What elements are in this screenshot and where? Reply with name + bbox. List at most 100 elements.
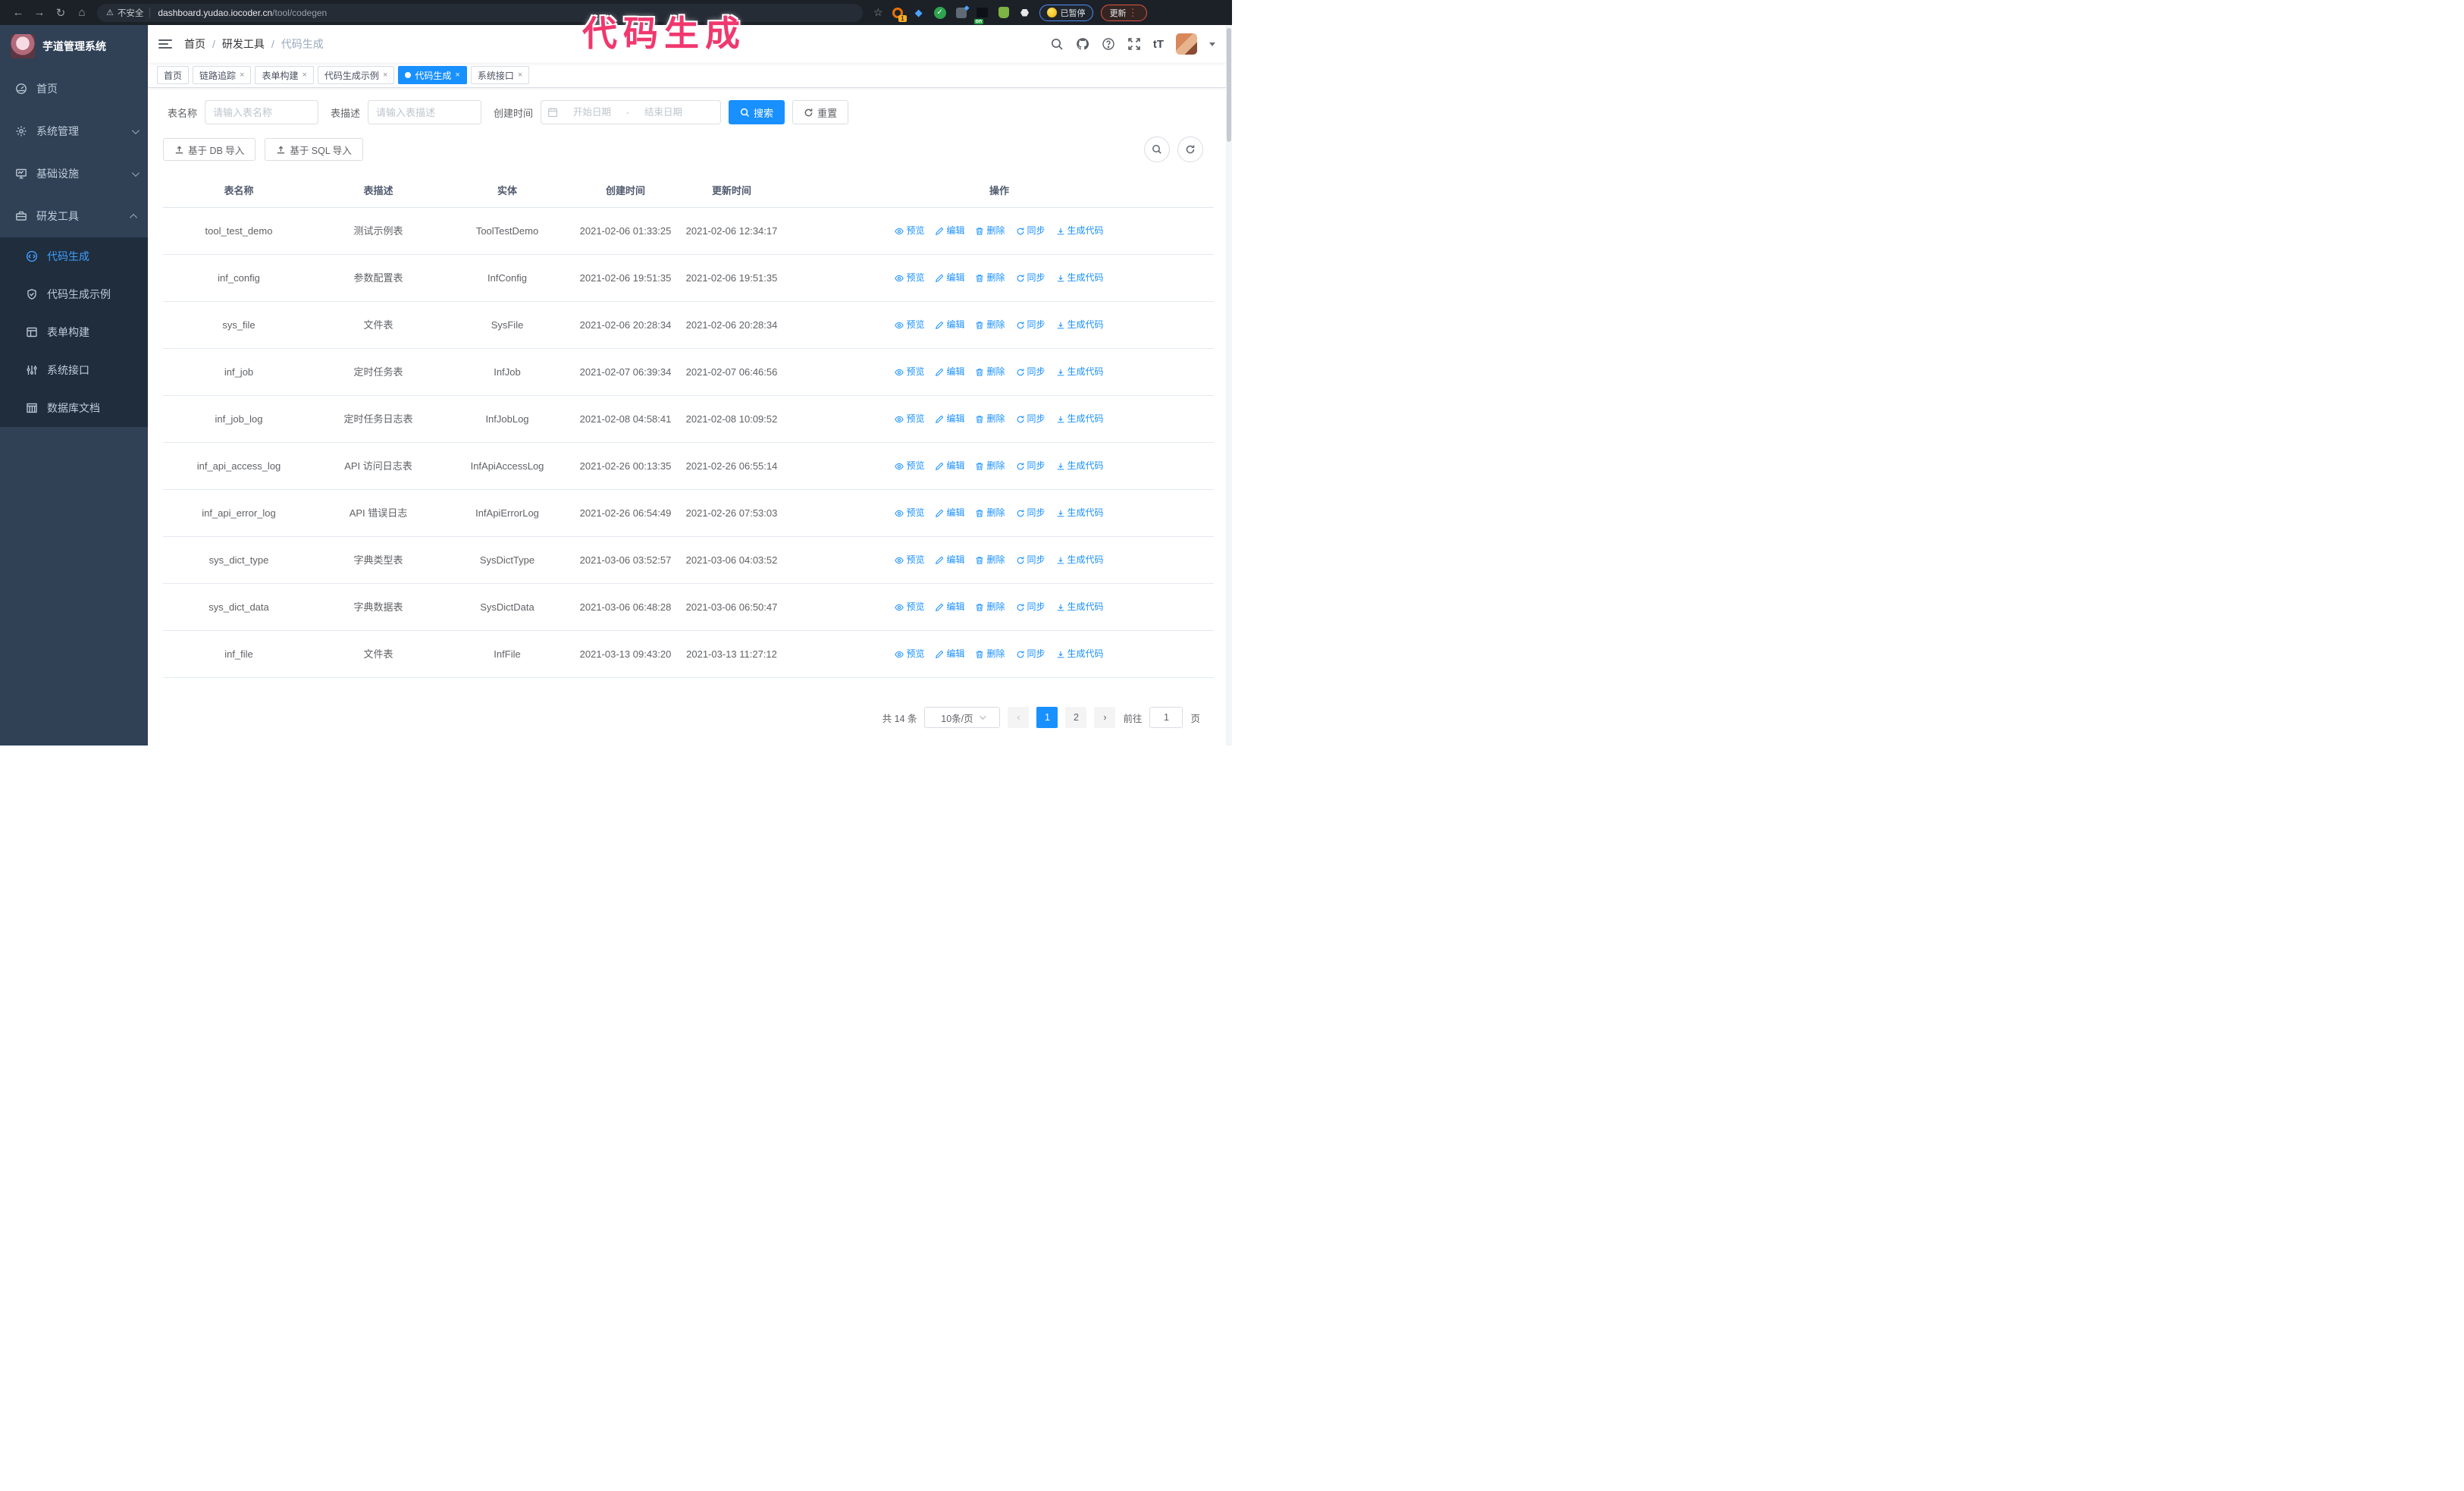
search-button[interactable]: 搜索: [729, 100, 785, 124]
preview-link[interactable]: 预览: [895, 647, 924, 661]
submenu-item-codegen[interactable]: 代码生成: [0, 237, 148, 275]
preview-link[interactable]: 预览: [895, 224, 924, 238]
address-bar[interactable]: ⚠ 不安全 dashboard.yudao.iocoder.cn/tool/co…: [97, 3, 863, 22]
sync-link[interactable]: 同步: [1016, 318, 1045, 332]
reload-icon[interactable]: ↻: [55, 6, 66, 20]
generate-code-link[interactable]: 生成代码: [1056, 224, 1104, 238]
generate-code-link[interactable]: 生成代码: [1056, 365, 1104, 379]
generate-code-link[interactable]: 生成代码: [1056, 600, 1104, 614]
generate-code-link[interactable]: 生成代码: [1056, 647, 1104, 661]
edit-link[interactable]: 编辑: [935, 318, 964, 332]
page-size-select[interactable]: 10条/页: [924, 707, 1001, 728]
preview-link[interactable]: 预览: [895, 365, 924, 379]
goto-page-input[interactable]: [1149, 707, 1183, 728]
user-avatar[interactable]: [1176, 33, 1197, 55]
edit-link[interactable]: 编辑: [935, 224, 964, 238]
delete-link[interactable]: 删除: [975, 224, 1005, 238]
table-desc-input[interactable]: [368, 100, 482, 124]
preview-link[interactable]: 预览: [895, 318, 924, 332]
tab-tracing[interactable]: 链路追踪 ×: [193, 66, 252, 84]
submenu-item-codegen-demo[interactable]: 代码生成示例: [0, 275, 148, 313]
edit-link[interactable]: 编辑: [935, 553, 964, 567]
close-icon[interactable]: ×: [302, 71, 307, 80]
sidebar-item-home[interactable]: 首页: [0, 67, 148, 110]
delete-link[interactable]: 删除: [975, 412, 1005, 426]
delete-link[interactable]: 删除: [975, 365, 1005, 379]
edit-link[interactable]: 编辑: [935, 459, 964, 473]
preview-link[interactable]: 预览: [895, 600, 924, 614]
submenu-item-form-builder[interactable]: 表单构建: [0, 313, 148, 351]
generate-code-link[interactable]: 生成代码: [1056, 553, 1104, 567]
refresh-table-button[interactable]: [1177, 137, 1203, 162]
delete-link[interactable]: 删除: [975, 459, 1005, 473]
sync-link[interactable]: 同步: [1016, 459, 1045, 473]
sidebar-item-devtools[interactable]: 研发工具: [0, 195, 148, 237]
close-icon[interactable]: ×: [517, 71, 523, 80]
extension-dark-icon[interactable]: on: [973, 6, 989, 24]
profile-paused-badge[interactable]: 已暂停: [1039, 4, 1093, 21]
extension-grid-icon[interactable]: [955, 4, 970, 20]
hamburger-icon[interactable]: [158, 39, 172, 49]
security-label[interactable]: 不安全: [117, 8, 144, 18]
preview-link[interactable]: 预览: [895, 506, 924, 520]
window-scrollbar[interactable]: [1226, 25, 1232, 746]
submenu-item-api[interactable]: 系统接口: [0, 351, 148, 389]
generate-code-link[interactable]: 生成代码: [1056, 459, 1104, 473]
close-icon[interactable]: ×: [382, 71, 388, 80]
github-icon[interactable]: [1076, 37, 1089, 51]
sync-link[interactable]: 同步: [1016, 365, 1045, 379]
search-icon[interactable]: [1050, 37, 1064, 51]
preview-link[interactable]: 预览: [895, 553, 924, 567]
sidebar-item-system[interactable]: 系统管理: [0, 110, 148, 152]
bookmark-star-icon[interactable]: ☆: [873, 6, 883, 18]
preview-link[interactable]: 预览: [895, 271, 924, 285]
edit-link[interactable]: 编辑: [935, 365, 964, 379]
edit-link[interactable]: 编辑: [935, 600, 964, 614]
page-button-1[interactable]: 1: [1036, 707, 1058, 728]
extension-orange-icon[interactable]: 1: [891, 6, 907, 22]
preview-link[interactable]: 预览: [895, 459, 924, 473]
sync-link[interactable]: 同步: [1016, 506, 1045, 520]
extension-check-icon[interactable]: ✓: [933, 6, 947, 20]
next-page-button[interactable]: ›: [1094, 707, 1116, 728]
tab-system-api[interactable]: 系统接口 ×: [470, 66, 530, 84]
sync-link[interactable]: 同步: [1016, 553, 1045, 567]
sync-link[interactable]: 同步: [1016, 271, 1045, 285]
tab-codegen[interactable]: 代码生成 ×: [398, 66, 467, 84]
table-name-input[interactable]: [205, 100, 319, 124]
breadcrumb-devtools[interactable]: 研发工具: [221, 38, 265, 50]
end-date-input[interactable]: [634, 107, 694, 118]
delete-link[interactable]: 删除: [975, 553, 1005, 567]
sync-link[interactable]: 同步: [1016, 600, 1045, 614]
chrome-update-button[interactable]: 更新 ⋮: [1100, 4, 1147, 21]
edit-link[interactable]: 编辑: [935, 412, 964, 426]
generate-code-link[interactable]: 生成代码: [1056, 271, 1104, 285]
page-button-2[interactable]: 2: [1065, 707, 1087, 728]
delete-link[interactable]: 删除: [975, 318, 1005, 332]
date-range-picker[interactable]: -: [541, 100, 722, 124]
sidebar-item-infra[interactable]: 基础设施: [0, 152, 148, 195]
db-import-button[interactable]: 基于 DB 导入: [163, 138, 256, 161]
close-icon[interactable]: ×: [240, 71, 245, 80]
generate-code-link[interactable]: 生成代码: [1056, 506, 1104, 520]
extension-gem-icon[interactable]: ◆: [914, 6, 923, 18]
back-icon[interactable]: ←: [12, 6, 24, 19]
tab-codegen-demo[interactable]: 代码生成示例 ×: [317, 66, 395, 84]
scrollbar-thumb[interactable]: [1227, 28, 1231, 142]
delete-link[interactable]: 删除: [975, 271, 1005, 285]
reset-button[interactable]: 重置: [792, 100, 849, 124]
delete-link[interactable]: 删除: [975, 647, 1005, 661]
edit-link[interactable]: 编辑: [935, 647, 964, 661]
extensions-puzzle-icon[interactable]: ⬣: [1020, 6, 1030, 18]
tab-form-builder[interactable]: 表单构建 ×: [255, 66, 314, 84]
preview-link[interactable]: 预览: [895, 412, 924, 426]
extension-green-icon[interactable]: [997, 6, 1011, 20]
edit-link[interactable]: 编辑: [935, 271, 964, 285]
toggle-search-button[interactable]: [1144, 137, 1170, 162]
prev-page-button[interactable]: ‹: [1008, 707, 1030, 728]
tab-home[interactable]: 首页: [157, 66, 190, 84]
avatar-caret-icon[interactable]: [1209, 42, 1215, 49]
forward-icon[interactable]: →: [33, 6, 45, 19]
fullscreen-icon[interactable]: [1127, 37, 1141, 51]
sql-import-button[interactable]: 基于 SQL 导入: [265, 138, 363, 161]
